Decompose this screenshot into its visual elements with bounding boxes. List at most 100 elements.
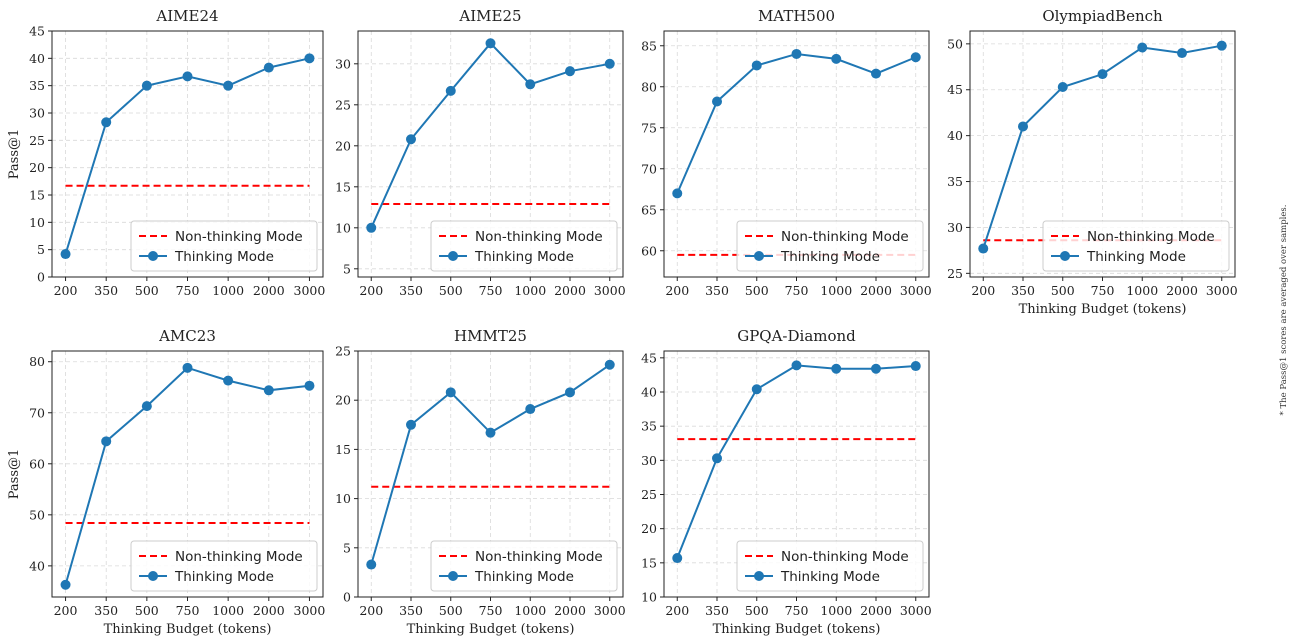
data-point — [565, 387, 575, 398]
legend-marker-thinking — [754, 251, 764, 261]
x-tick-label: 200 — [665, 283, 689, 298]
x-tick-label: 350 — [705, 603, 729, 618]
chart-panel-olympiadbench: 25 30 35 40 45 50 200 350 500 750 1000 2000 3000 Olym… — [947, 7, 1238, 317]
data-point — [831, 53, 842, 64]
data-point — [1097, 69, 1108, 80]
x-axis-label: Thinking Budget (tokens) — [104, 622, 272, 637]
data-point — [445, 85, 456, 96]
x-tick-label: 750 — [176, 603, 200, 618]
y-tick-label: 35 — [947, 174, 963, 189]
x-tick-label: 2000 — [860, 283, 892, 298]
x-tick-label: 3000 — [594, 603, 626, 618]
y-tick-label: 60 — [29, 456, 45, 471]
x-tick-label: 2000 — [253, 603, 285, 618]
data-point — [565, 66, 575, 77]
y-tick-label: 25 — [947, 266, 963, 281]
legend: Non-thinking Mode Thinking Mode — [130, 540, 318, 592]
y-tick-label: 5 — [343, 261, 351, 276]
x-tick-label: 350 — [94, 603, 118, 618]
x-tick-label: 750 — [479, 283, 503, 298]
y-tick-label: 20 — [335, 393, 351, 408]
legend-box — [430, 540, 618, 592]
data-point — [751, 384, 762, 395]
y-tick-label: 30 — [641, 453, 657, 468]
x-tick-label: 200 — [54, 283, 78, 298]
data-point — [223, 375, 234, 386]
data-point — [304, 53, 315, 64]
chart-panel-math500: 60 65 70 75 80 85 200 350 500 750 1000 2000 3000 MATH… — [641, 7, 932, 298]
data-point — [263, 385, 274, 396]
y-tick-label: 5 — [343, 540, 351, 555]
y-tick-label: 10 — [335, 491, 351, 506]
legend-label: Thinking Mode — [780, 569, 880, 585]
chart-panel-aime25: 5 10 15 20 25 30 200 350 500 750 1000 2000 3000 AIME2… — [335, 7, 626, 298]
x-tick-label: 750 — [785, 283, 809, 298]
x-tick-label: 3000 — [900, 283, 932, 298]
x-tick-label: 200 — [665, 603, 689, 618]
data-point — [791, 48, 802, 59]
legend-box — [1042, 220, 1230, 272]
x-axis-label: Thinking Budget (tokens) — [713, 622, 881, 637]
legend: Non-thinking Mode Thinking Mode — [1042, 220, 1230, 272]
x-tick-label: 750 — [479, 603, 503, 618]
y-tick-label: 10 — [335, 220, 351, 235]
y-tick-label: 45 — [947, 82, 963, 97]
x-tick-label: 1000 — [212, 283, 244, 298]
x-tick-label: 350 — [1011, 283, 1035, 298]
y-tick-label: 30 — [29, 106, 45, 121]
legend: Non-thinking Mode Thinking Mode — [430, 220, 618, 272]
y-tick-label: 10 — [641, 590, 657, 605]
x-tick-label: 200 — [54, 603, 78, 618]
x-tick-label: 3000 — [294, 603, 326, 618]
chart-title: GPQA-Diamond — [737, 327, 856, 345]
x-tick-label: 1000 — [212, 603, 244, 618]
y-tick-label: 80 — [29, 354, 45, 369]
legend-label: Thinking Mode — [174, 249, 274, 265]
legend-marker-thinking — [448, 571, 458, 581]
legend-marker-thinking — [448, 251, 458, 261]
chart-panel-gpqa-diamond: 10 15 20 25 30 35 40 45 200 350 500 750 1000 2000 3000… — [641, 327, 932, 637]
legend-label: Non-thinking Mode — [1087, 229, 1215, 245]
chart-title: MATH500 — [758, 7, 835, 25]
data-point — [485, 427, 496, 438]
legend-label: Thinking Mode — [1086, 249, 1186, 265]
legend-marker-thinking — [148, 571, 158, 581]
y-tick-label: 65 — [641, 202, 657, 217]
legend-box — [430, 220, 618, 272]
data-point — [304, 380, 315, 391]
x-tick-label: 200 — [359, 283, 383, 298]
legend-label: Thinking Mode — [780, 249, 880, 265]
x-tick-label: 1000 — [514, 603, 546, 618]
y-axis-label: Pass@1 — [7, 449, 22, 500]
y-tick-label: 45 — [641, 350, 657, 365]
x-tick-label: 500 — [439, 603, 463, 618]
x-tick-label: 500 — [745, 603, 769, 618]
y-tick-label: 30 — [335, 56, 351, 71]
data-point — [101, 117, 112, 128]
x-tick-label: 350 — [94, 283, 118, 298]
legend-label: Thinking Mode — [474, 249, 574, 265]
legend-box — [736, 220, 924, 272]
x-tick-label: 500 — [439, 283, 463, 298]
data-point — [751, 60, 762, 71]
y-tick-label: 70 — [641, 161, 657, 176]
data-point — [672, 188, 683, 199]
x-tick-label: 2000 — [1166, 283, 1198, 298]
data-point — [406, 419, 416, 430]
x-tick-label: 200 — [359, 603, 383, 618]
chart-title: AIME25 — [458, 7, 521, 25]
y-tick-label: 80 — [641, 79, 657, 94]
x-tick-label: 350 — [399, 283, 423, 298]
data-point — [910, 52, 921, 63]
data-point — [910, 361, 921, 372]
y-tick-label: 40 — [29, 558, 45, 573]
x-axis-label: Thinking Budget (tokens) — [1019, 302, 1187, 317]
x-tick-label: 500 — [135, 603, 159, 618]
y-tick-label: 35 — [29, 78, 45, 93]
y-tick-label: 15 — [29, 188, 45, 203]
y-tick-label: 15 — [335, 442, 351, 457]
data-point — [712, 453, 722, 464]
data-point — [1177, 48, 1187, 59]
chart-title: AIME24 — [155, 7, 218, 25]
x-axis-label: Thinking Budget (tokens) — [407, 622, 575, 637]
